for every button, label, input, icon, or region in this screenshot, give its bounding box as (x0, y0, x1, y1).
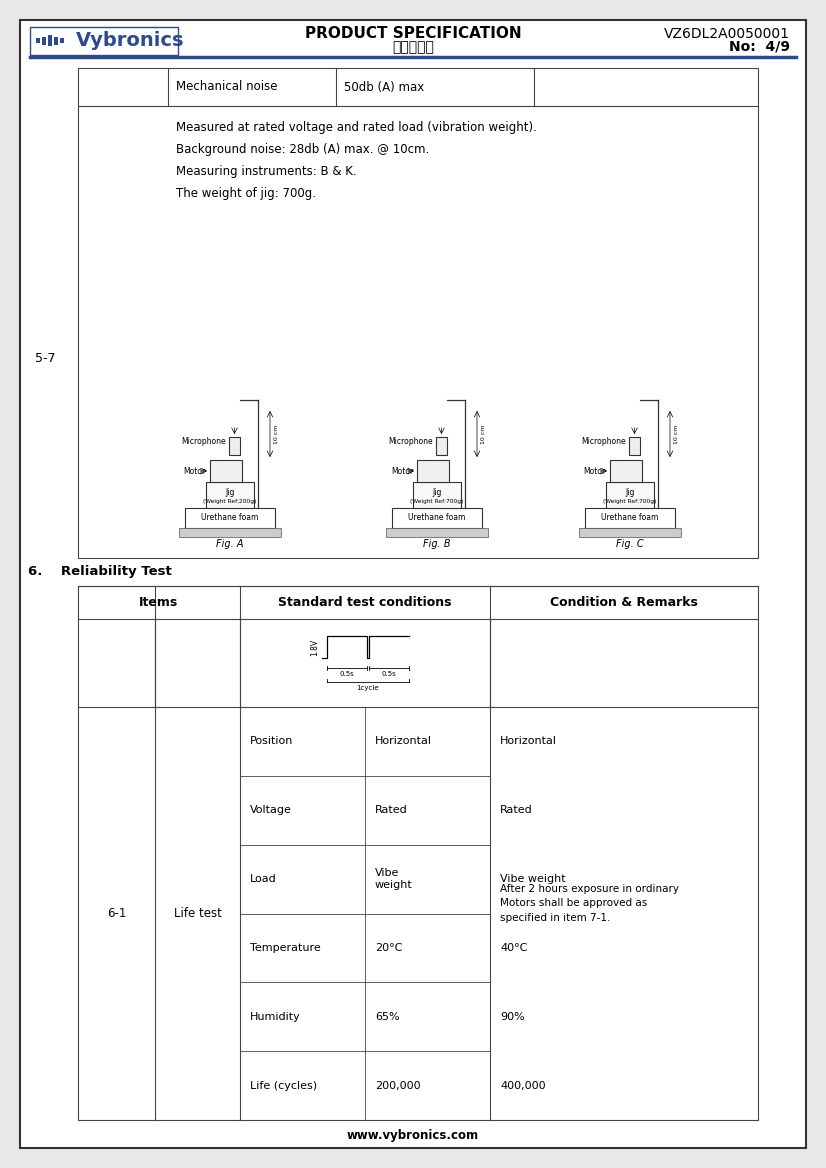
Bar (206, 482, 254, 508)
Text: 1cycle: 1cycle (357, 684, 379, 691)
Text: Motor: Motor (391, 466, 413, 475)
Text: Background noise: 28db (A) max. @ 10cm.: Background noise: 28db (A) max. @ 10cm. (176, 144, 430, 157)
Bar (436, 437, 447, 456)
Bar (78, 68, 758, 558)
Text: Measuring instruments: B & K.: Measuring instruments: B & K. (176, 166, 357, 179)
Text: Motor: Motor (183, 466, 206, 475)
Text: 产品规格书: 产品规格书 (392, 40, 434, 54)
Text: Items: Items (140, 596, 178, 609)
Text: Jig: Jig (432, 488, 442, 496)
Text: 0.5s: 0.5s (382, 670, 396, 677)
Text: Vybronics: Vybronics (76, 32, 184, 50)
Text: Microphone: Microphone (582, 437, 626, 445)
Text: 6-1: 6-1 (107, 908, 126, 920)
Bar (54, 37, 58, 46)
Text: (Weight Ref:700g): (Weight Ref:700g) (411, 499, 463, 505)
Text: 6.    Reliability Test: 6. Reliability Test (28, 564, 172, 577)
Text: 400,000: 400,000 (500, 1080, 546, 1091)
Text: 5-7: 5-7 (35, 352, 55, 364)
Bar (606, 482, 654, 508)
Text: Life test: Life test (173, 908, 221, 920)
Bar (610, 460, 642, 482)
Text: 0.5s: 0.5s (339, 670, 354, 677)
Text: Jig: Jig (225, 488, 235, 496)
Text: Life (cycles): Life (cycles) (250, 1080, 317, 1091)
Bar (585, 508, 675, 528)
Text: 200,000: 200,000 (375, 1080, 420, 1091)
Text: 10 cm: 10 cm (274, 424, 279, 444)
Bar (629, 437, 640, 456)
Bar (179, 528, 281, 537)
Text: Microphone: Microphone (388, 437, 433, 445)
Bar (60, 39, 64, 43)
Bar (36, 39, 40, 43)
Text: 10 cm: 10 cm (481, 424, 486, 444)
Text: Standard test conditions: Standard test conditions (278, 596, 452, 609)
Text: Temperature: Temperature (250, 943, 320, 953)
Text: Rated: Rated (500, 805, 533, 815)
Bar (30, 27, 178, 55)
Text: Vibe
weight: Vibe weight (375, 868, 413, 890)
Text: Urethane foam: Urethane foam (601, 514, 658, 522)
Text: Voltage: Voltage (250, 805, 292, 815)
Text: Fig. C: Fig. C (616, 538, 643, 549)
Bar (579, 528, 681, 537)
Text: (Weight Ref:200g): (Weight Ref:200g) (203, 499, 257, 505)
Text: 20°C: 20°C (375, 943, 402, 953)
Text: Fig. A: Fig. A (216, 538, 244, 549)
Text: Horizontal: Horizontal (500, 736, 557, 746)
Text: After 2 hours exposure in ordinary
Motors shall be approved as
specified in item: After 2 hours exposure in ordinary Motor… (500, 884, 679, 923)
Text: Jig: Jig (625, 488, 634, 496)
Bar (417, 460, 449, 482)
Bar (392, 508, 482, 528)
Bar (386, 528, 488, 537)
Text: No:  4/9: No: 4/9 (729, 40, 790, 54)
Text: Measured at rated voltage and rated load (vibration weight).: Measured at rated voltage and rated load… (176, 121, 537, 134)
Text: Condition & Remarks: Condition & Remarks (550, 596, 698, 609)
Text: PRODUCT SPECIFICATION: PRODUCT SPECIFICATION (305, 27, 521, 42)
Bar (48, 35, 52, 46)
Bar (229, 437, 240, 456)
Text: 65%: 65% (375, 1011, 400, 1022)
Text: Urethane foam: Urethane foam (408, 514, 466, 522)
Text: Microphone: Microphone (182, 437, 226, 445)
Text: Vibe weight: Vibe weight (500, 874, 566, 884)
Text: Mechanical noise: Mechanical noise (176, 81, 278, 93)
Text: Rated: Rated (375, 805, 408, 815)
Text: Motor: Motor (584, 466, 606, 475)
Text: Urethane foam: Urethane foam (202, 514, 259, 522)
Text: 10 cm: 10 cm (674, 424, 679, 444)
Bar (210, 460, 242, 482)
Text: The weight of jig: 700g.: The weight of jig: 700g. (176, 188, 316, 201)
Bar (78, 586, 758, 1120)
Text: Humidity: Humidity (250, 1011, 301, 1022)
Text: Horizontal: Horizontal (375, 736, 432, 746)
Bar (185, 508, 275, 528)
Text: 1.8V: 1.8V (310, 639, 319, 655)
Bar (42, 37, 46, 46)
Text: 40°C: 40°C (500, 943, 527, 953)
Bar (413, 482, 461, 508)
Text: 50db (A) max: 50db (A) max (344, 81, 425, 93)
Text: Fig. B: Fig. B (423, 538, 451, 549)
Text: Position: Position (250, 736, 293, 746)
Text: 90%: 90% (500, 1011, 525, 1022)
Text: www.vybronics.com: www.vybronics.com (347, 1129, 479, 1142)
Text: Load: Load (250, 874, 277, 884)
Text: VZ6DL2A0050001: VZ6DL2A0050001 (664, 27, 790, 41)
Text: (Weight Ref:700g): (Weight Ref:700g) (603, 499, 657, 505)
